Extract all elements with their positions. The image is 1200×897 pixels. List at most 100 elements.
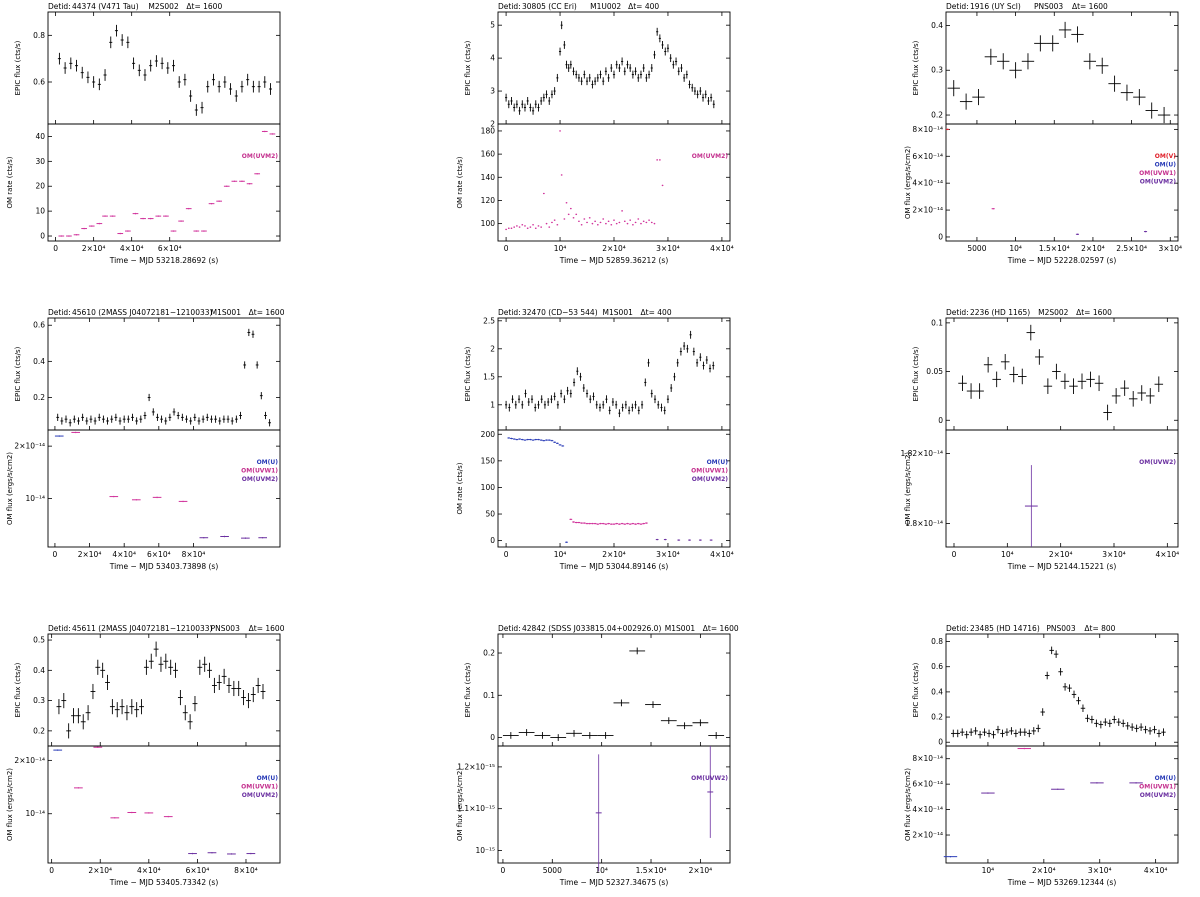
xlabel: Time − MJD 53405.73342 (s) bbox=[109, 878, 219, 887]
epic-data-point bbox=[1018, 728, 1023, 736]
om-data-point bbox=[505, 228, 507, 231]
om-data-point bbox=[543, 192, 545, 195]
epic-data-point bbox=[1128, 391, 1138, 407]
epic-data-point bbox=[595, 400, 598, 409]
xtick-label: 4×10⁴ bbox=[710, 550, 734, 559]
om-data-point bbox=[556, 442, 559, 444]
epic-data-point bbox=[585, 389, 589, 398]
epic-data-point bbox=[1000, 729, 1005, 738]
om-data-point bbox=[640, 222, 642, 225]
xtick-label: 4×10⁴ bbox=[710, 244, 734, 253]
epic-ylabel: EPIC flux (cts/s) bbox=[464, 346, 472, 401]
xlabel: Time − MJD 53218.28692 (s) bbox=[109, 256, 219, 265]
epic-data-point bbox=[669, 54, 672, 63]
epic-data-point bbox=[1120, 84, 1134, 101]
panel-7: Detid: 45611 (2MASS J04072181−1210033)PNS… bbox=[6, 624, 285, 887]
om-data-point bbox=[537, 225, 540, 227]
om-data-point bbox=[246, 852, 256, 855]
om-data-point bbox=[618, 523, 621, 525]
om-data-point bbox=[254, 173, 261, 175]
epic-data-point bbox=[613, 699, 630, 707]
epic-data-point bbox=[968, 728, 974, 736]
epic-data-point bbox=[702, 361, 705, 370]
epic-ytick-label: 0.3 bbox=[931, 66, 943, 75]
epic-data-point bbox=[90, 683, 96, 700]
om-data-point bbox=[239, 180, 245, 182]
header-source-id: 42842 (SDSS J033815.04+002926.0) bbox=[522, 624, 661, 633]
epic-data-point bbox=[236, 680, 242, 697]
epic-data-point bbox=[1004, 728, 1010, 736]
epic-data-point bbox=[629, 647, 646, 655]
om-ylabel: OM flux (ergs/s/cm2) bbox=[904, 452, 912, 525]
epic-data-point bbox=[1146, 388, 1155, 404]
legend-entry: OM(UVW2) bbox=[691, 775, 728, 782]
epic-data-point bbox=[102, 415, 105, 423]
epic-data-point bbox=[959, 93, 973, 110]
epic-data-point bbox=[676, 358, 679, 367]
om-ytick-label: 10⁻¹⁴ bbox=[25, 809, 45, 818]
epic-data-point bbox=[1009, 366, 1018, 383]
om-data-point bbox=[208, 202, 215, 205]
epic-data-point bbox=[511, 395, 514, 404]
epic-data-point bbox=[1044, 671, 1050, 680]
header-detid-label: Detid: bbox=[946, 308, 969, 317]
om-data-point bbox=[618, 221, 621, 224]
epic-data-point bbox=[255, 677, 261, 694]
om-data-point bbox=[539, 439, 543, 441]
epic-data-point bbox=[223, 76, 227, 88]
epic-data-point bbox=[200, 101, 204, 114]
om-data-point bbox=[550, 439, 554, 442]
epic-data-point bbox=[670, 384, 673, 392]
om-data-point bbox=[1090, 782, 1104, 784]
epic-data-point bbox=[1103, 718, 1108, 726]
epic-data-point bbox=[1049, 646, 1054, 655]
om-data-point bbox=[518, 438, 521, 440]
om-data-point bbox=[596, 523, 600, 525]
epic-data-point bbox=[540, 96, 543, 105]
epic-data-point bbox=[1071, 690, 1077, 699]
om-data-point bbox=[645, 221, 648, 224]
xtick-label: 3×10⁴ bbox=[1102, 550, 1126, 559]
xtick-label: 2×10⁴ bbox=[1081, 244, 1105, 253]
legend-entry: OM(UVW1) bbox=[1139, 784, 1176, 791]
om-data-point bbox=[580, 224, 583, 226]
om-data-point bbox=[241, 537, 250, 539]
epic-data-point bbox=[529, 103, 532, 112]
xtick-label: 6×10⁴ bbox=[147, 550, 171, 559]
epic-data-point bbox=[164, 417, 168, 425]
epic-data-point bbox=[1108, 75, 1121, 92]
om-data-point bbox=[602, 218, 605, 220]
panel-5: Detid: 32470 (CD−53 544) M1S001 Δt= 400 1 1.5… bbox=[456, 308, 734, 571]
epic-data-point bbox=[1034, 35, 1047, 52]
epic-data-point bbox=[1031, 727, 1037, 735]
epic-data-point bbox=[686, 344, 689, 353]
om-data-point bbox=[515, 438, 519, 441]
xtick-label: 2×10⁴ bbox=[689, 866, 713, 875]
om-data-point bbox=[510, 437, 513, 440]
xtick-label: 3×10⁴ bbox=[656, 244, 680, 253]
epic-data-point bbox=[110, 415, 114, 423]
epic-data-point bbox=[604, 67, 607, 76]
epic-ytick-label: 4 bbox=[490, 54, 495, 63]
epic-data-point bbox=[563, 395, 566, 404]
epic-data-point bbox=[1111, 388, 1121, 404]
epic-data-point bbox=[131, 413, 134, 421]
om-data-point bbox=[653, 222, 656, 225]
epic-data-point bbox=[68, 419, 72, 427]
epic-data-point bbox=[581, 732, 598, 739]
epic-ytick-label: 0.1 bbox=[483, 691, 495, 700]
om-ytick-label: 2×10⁻¹⁴ bbox=[912, 831, 943, 840]
epic-ytick-label: 0.6 bbox=[931, 662, 943, 671]
om-data-point bbox=[93, 746, 103, 748]
om-data-point bbox=[634, 221, 637, 224]
epic-data-point bbox=[598, 403, 602, 412]
epic-ytick-label: 0.2 bbox=[33, 393, 45, 402]
epic-data-point bbox=[689, 330, 692, 339]
legend-entry: OM(U) bbox=[1155, 775, 1177, 782]
epic-data-point bbox=[250, 686, 256, 703]
epic-data-point bbox=[1107, 719, 1113, 728]
epic-data-point bbox=[187, 714, 193, 730]
epic-data-point bbox=[656, 27, 659, 36]
epic-ytick-label: 2.5 bbox=[483, 316, 495, 325]
epic-data-point bbox=[645, 73, 648, 82]
